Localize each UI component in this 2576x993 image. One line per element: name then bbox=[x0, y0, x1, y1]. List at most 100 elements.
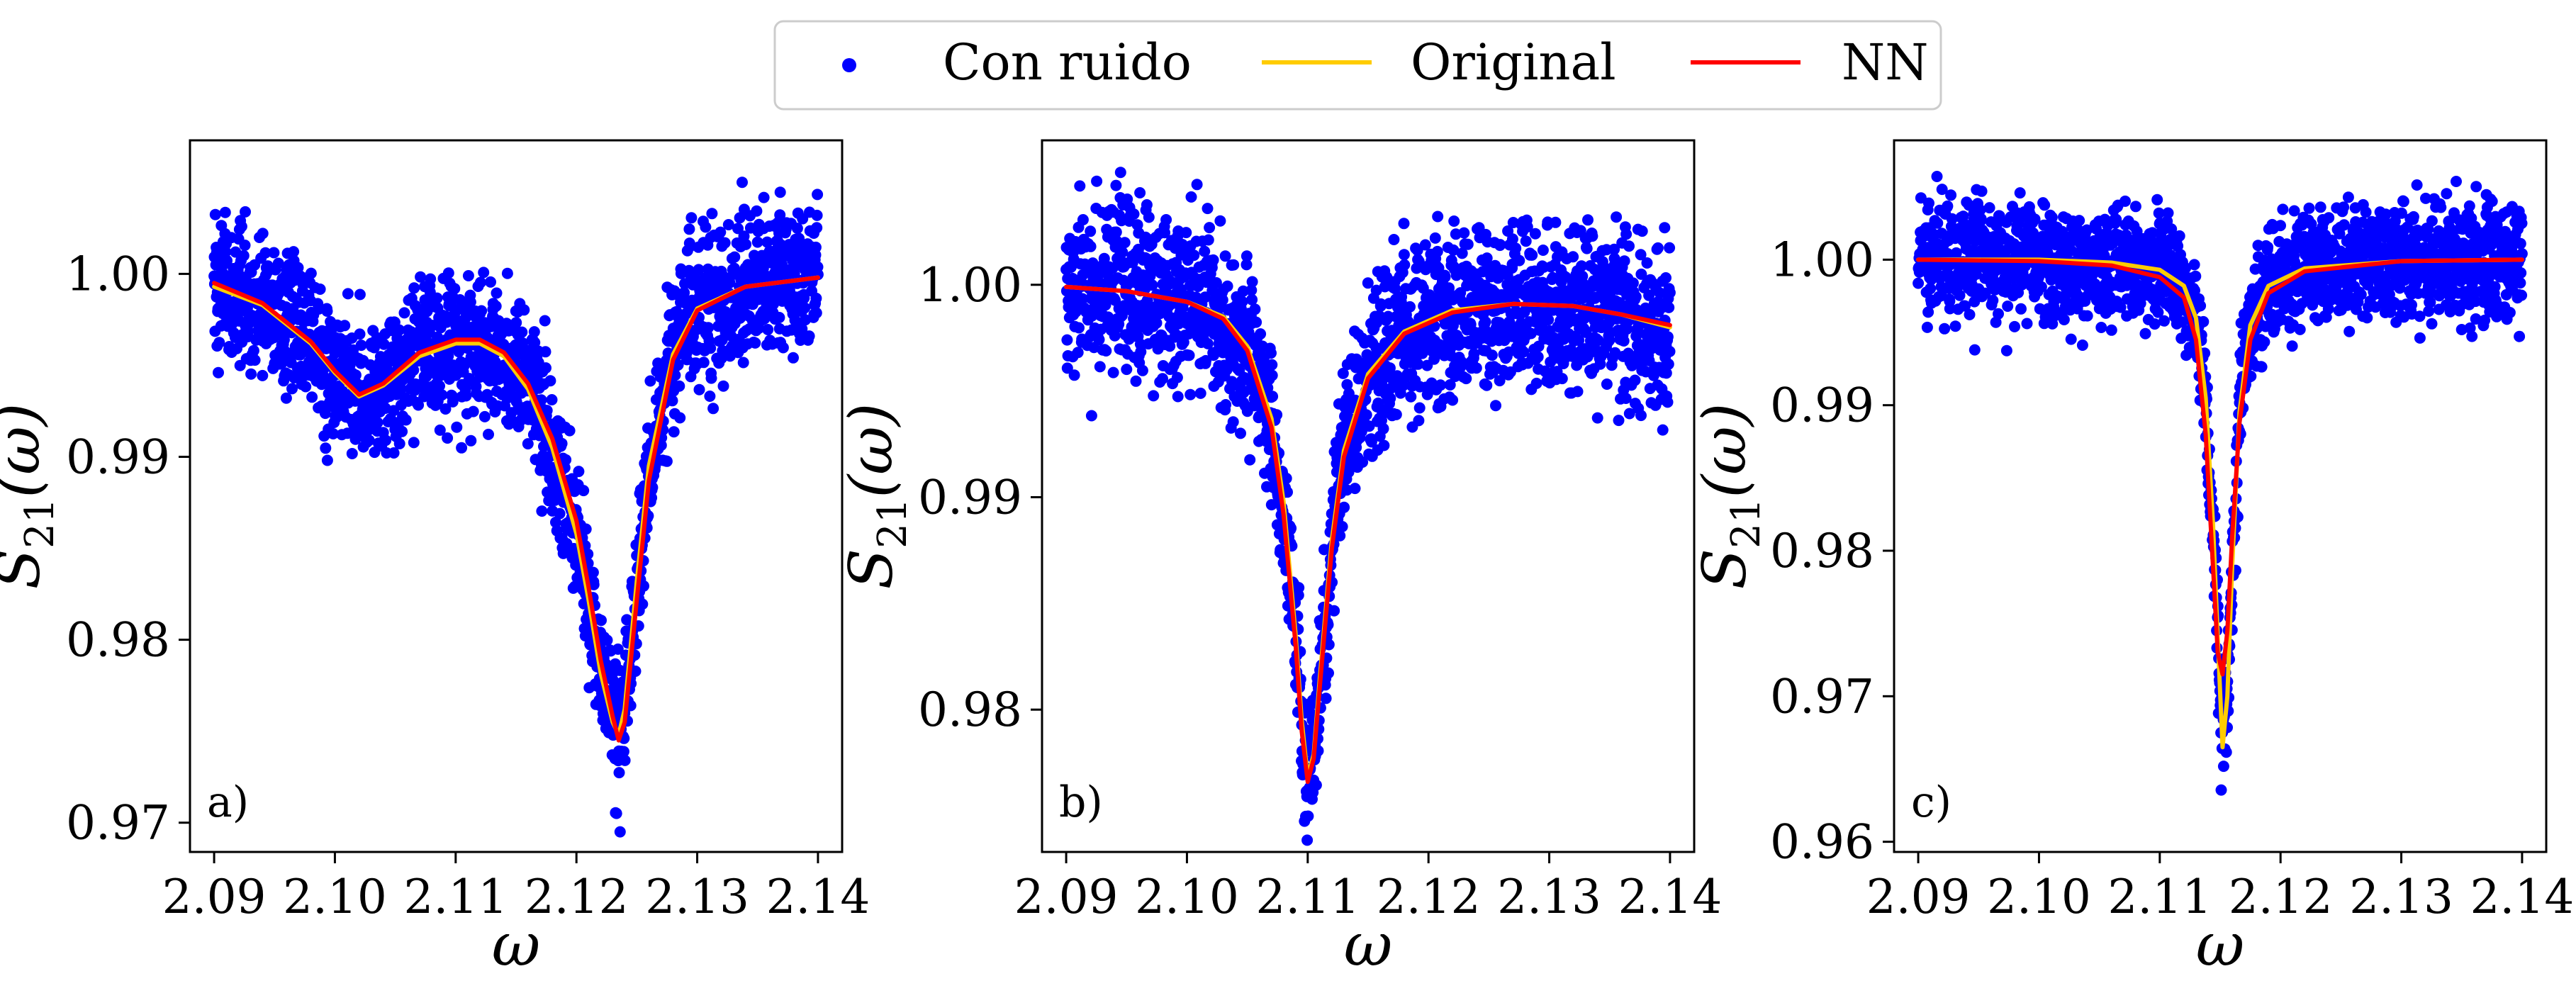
scatter-point bbox=[363, 434, 375, 447]
scatter-point bbox=[408, 437, 420, 449]
scatter-point bbox=[617, 746, 629, 758]
scatter-point bbox=[751, 205, 763, 217]
scatter-point bbox=[1486, 349, 1498, 361]
scatter-point bbox=[2166, 223, 2178, 235]
scatter-point bbox=[221, 254, 233, 267]
scatter-point bbox=[1640, 302, 1652, 314]
scatter-point bbox=[1074, 180, 1086, 192]
scatter-point bbox=[1660, 272, 1671, 284]
scatter-point bbox=[2081, 224, 2093, 236]
scatter-point bbox=[1357, 456, 1369, 468]
scatter-point bbox=[1204, 222, 1216, 234]
scatter-point bbox=[1384, 362, 1396, 374]
panel-label-a: a) bbox=[207, 778, 249, 827]
scatter-point bbox=[2119, 195, 2131, 207]
scatter-point bbox=[715, 226, 727, 238]
scatter-point bbox=[1255, 328, 1267, 340]
x-axis-label: ω bbox=[1344, 910, 1393, 980]
scatter-point bbox=[1267, 391, 1279, 403]
scatter-point bbox=[1573, 335, 1585, 347]
scatter-point bbox=[588, 578, 600, 590]
scatter-point bbox=[1091, 175, 1103, 187]
scatter-point bbox=[321, 305, 333, 317]
scatter-point bbox=[1945, 189, 1957, 201]
scatter-point bbox=[1210, 277, 1222, 288]
scatter-point bbox=[517, 337, 529, 349]
scatter-point bbox=[544, 375, 556, 387]
scatter-point bbox=[346, 448, 358, 459]
scatter-point bbox=[510, 317, 522, 329]
scatter-point bbox=[1413, 402, 1426, 414]
scatter-point bbox=[1141, 199, 1153, 211]
scatter-point bbox=[2095, 322, 2107, 333]
scatter-point bbox=[1130, 375, 1142, 387]
scatter-point bbox=[396, 425, 408, 437]
scatter-point bbox=[1479, 316, 1491, 328]
scatter-point bbox=[1468, 348, 1480, 360]
x-tick-label: 2.11 bbox=[1255, 870, 1360, 924]
scatter-point bbox=[774, 209, 786, 221]
scatter-noisy bbox=[1913, 171, 2528, 796]
scatter-point bbox=[1481, 252, 1493, 264]
scatter-point bbox=[1188, 249, 1200, 262]
scatter-point bbox=[1542, 314, 1555, 326]
scatter-point bbox=[560, 454, 572, 466]
scatter-point bbox=[1221, 280, 1233, 292]
scatter-point bbox=[2076, 340, 2088, 351]
scatter-point bbox=[456, 442, 468, 454]
scatter-point bbox=[693, 383, 705, 395]
scatter-point bbox=[1389, 283, 1401, 295]
x-tick-label: 2.09 bbox=[1014, 870, 1119, 924]
scatter-point bbox=[1592, 335, 1604, 347]
scatter-point bbox=[2188, 259, 2200, 271]
scatter-point bbox=[1936, 184, 1948, 196]
scatter-point bbox=[1185, 388, 1197, 400]
scatter-point bbox=[2002, 301, 2014, 312]
panel-c: c) 2.09 2.10 2.11 2.12 2.13 2.140.960.970.980… bbox=[1690, 139, 2574, 980]
scatter-point bbox=[305, 267, 317, 279]
scatter-point bbox=[1520, 235, 1532, 247]
scatter-point bbox=[706, 208, 718, 220]
scatter-point bbox=[1664, 242, 1676, 254]
scatter-point bbox=[213, 366, 224, 378]
scatter-point bbox=[1959, 300, 1971, 312]
scatter-point bbox=[1360, 409, 1372, 421]
scatter-point bbox=[595, 615, 607, 627]
scatter-point bbox=[1085, 410, 1097, 422]
scatter-point bbox=[1932, 217, 1944, 229]
scatter-point bbox=[516, 326, 528, 338]
scatter-point bbox=[1323, 639, 1335, 651]
scatter-point bbox=[1399, 259, 1411, 271]
scatter-point bbox=[1413, 255, 1425, 267]
scatter-point bbox=[1235, 427, 1246, 439]
scatter-point bbox=[1202, 203, 1214, 215]
scatter-point bbox=[1448, 215, 1460, 227]
scatter-point bbox=[1572, 386, 1584, 398]
scatter-point bbox=[2065, 333, 2077, 345]
scatter-point bbox=[1134, 187, 1146, 198]
scatter-point bbox=[614, 826, 626, 838]
scatter-point bbox=[398, 307, 410, 319]
scatter-point bbox=[1460, 373, 1472, 385]
panel-a: a) 2.09 2.10 2.11 2.12 2.13 2.140.970.980.991… bbox=[0, 139, 870, 980]
x-tick-label: 2.10 bbox=[1135, 870, 1239, 924]
scatter-point bbox=[288, 246, 300, 258]
scatter-point bbox=[213, 337, 225, 349]
scatter-point bbox=[661, 455, 673, 467]
scatter-point bbox=[1636, 225, 1648, 237]
legend-entry-original: Original bbox=[1262, 33, 1616, 91]
scatter-point bbox=[1323, 667, 1334, 679]
scatter-point bbox=[2110, 213, 2122, 225]
scatter-point bbox=[536, 505, 548, 517]
scatter-point bbox=[556, 437, 568, 449]
scatter-point bbox=[2046, 211, 2058, 223]
scatter-point bbox=[773, 312, 785, 323]
scatter-point bbox=[1338, 501, 1350, 513]
scatter-point bbox=[1462, 238, 1474, 250]
scatter-point bbox=[737, 176, 748, 189]
scatter-point bbox=[1194, 387, 1206, 399]
scatter-point bbox=[539, 346, 551, 358]
scatter-point bbox=[2098, 249, 2110, 262]
scatter-point bbox=[1921, 321, 1933, 333]
scatter-point bbox=[464, 296, 476, 308]
